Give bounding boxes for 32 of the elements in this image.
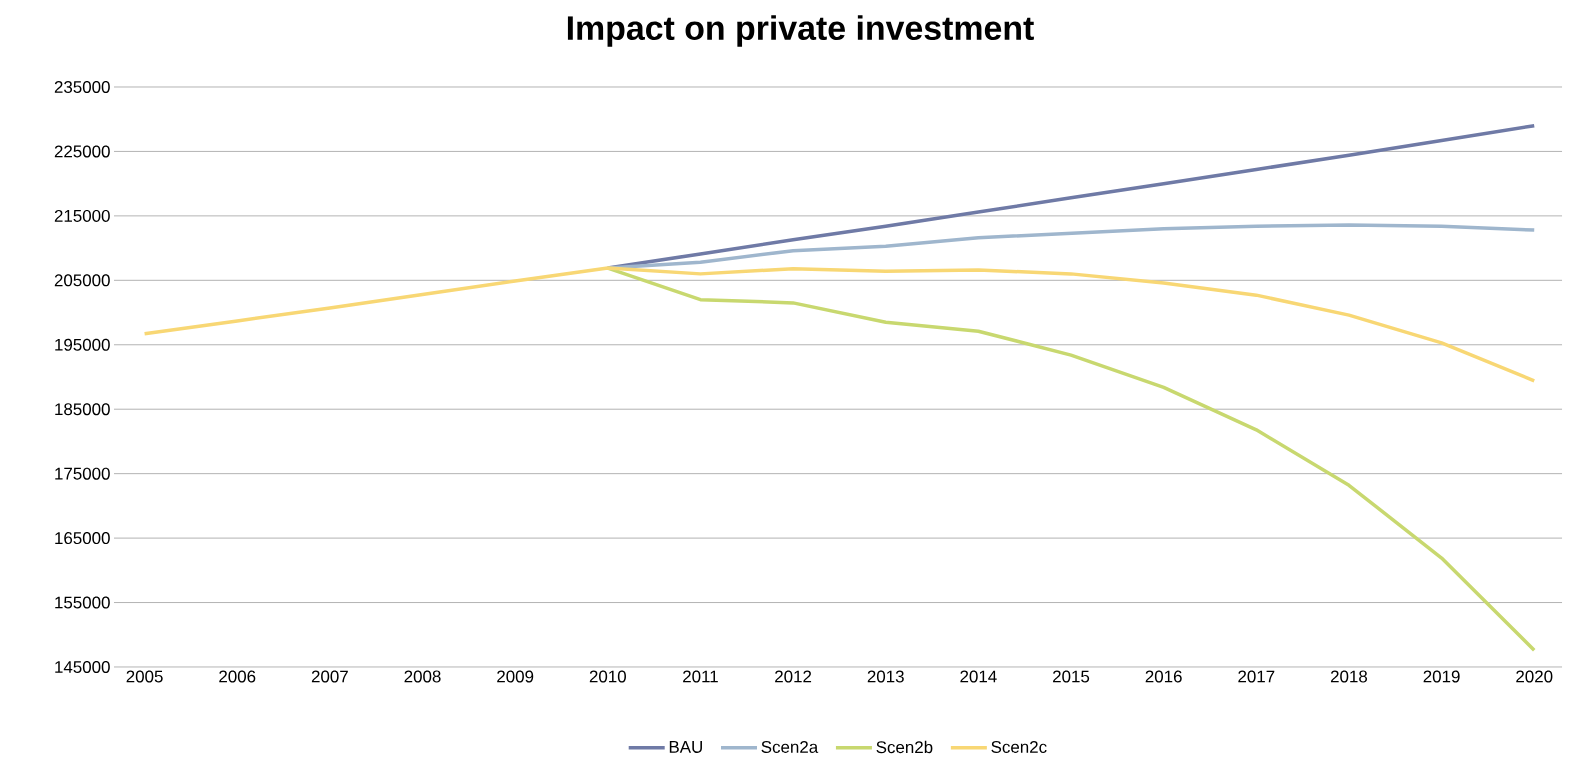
- y-tick-label: 145000: [55, 660, 110, 673]
- y-tick-label: 205000: [54, 274, 110, 287]
- x-tick-label: 2008: [404, 670, 441, 683]
- y-tick-label: 155000: [55, 596, 110, 609]
- x-tick-label: 2019: [1423, 670, 1460, 683]
- x-tick-label: 2014: [960, 670, 997, 683]
- y-tick-label: 225000: [54, 145, 110, 158]
- y-tick-label: 165000: [55, 532, 110, 545]
- legend-label: Scen2b: [876, 740, 933, 754]
- legend-label: Scen2c: [991, 740, 1047, 753]
- y-tick-label: 175000: [55, 467, 110, 480]
- x-tick-label: 2006: [219, 670, 256, 683]
- x-tick-label: 2020: [1516, 670, 1553, 683]
- x-tick-label: 2010: [589, 670, 626, 683]
- x-tick-label: 2005: [126, 670, 163, 683]
- y-tick-label: 215000: [54, 209, 110, 222]
- legend-label: BAU: [669, 741, 702, 753]
- line-series: [142, 266, 1536, 383]
- chart-title: Impact on private investment: [567, 15, 1034, 47]
- x-tick-label: 2013: [867, 670, 904, 683]
- x-tick-label: 2018: [1330, 670, 1368, 683]
- x-tick-label: 2012: [775, 670, 812, 683]
- y-tick-label: 235000: [54, 80, 110, 93]
- x-tick-label: 2016: [1145, 670, 1182, 683]
- x-tick-label: 2015: [1053, 670, 1090, 683]
- x-tick-label: 2009: [497, 670, 534, 683]
- y-tick-label: 195000: [55, 338, 110, 351]
- y-tick-label: 185000: [55, 403, 110, 416]
- legend-label: Scen2a: [761, 740, 819, 753]
- x-tick-label: 2011: [683, 670, 718, 683]
- x-tick-label: 2007: [311, 670, 348, 683]
- x-tick-label: 2017: [1238, 670, 1275, 683]
